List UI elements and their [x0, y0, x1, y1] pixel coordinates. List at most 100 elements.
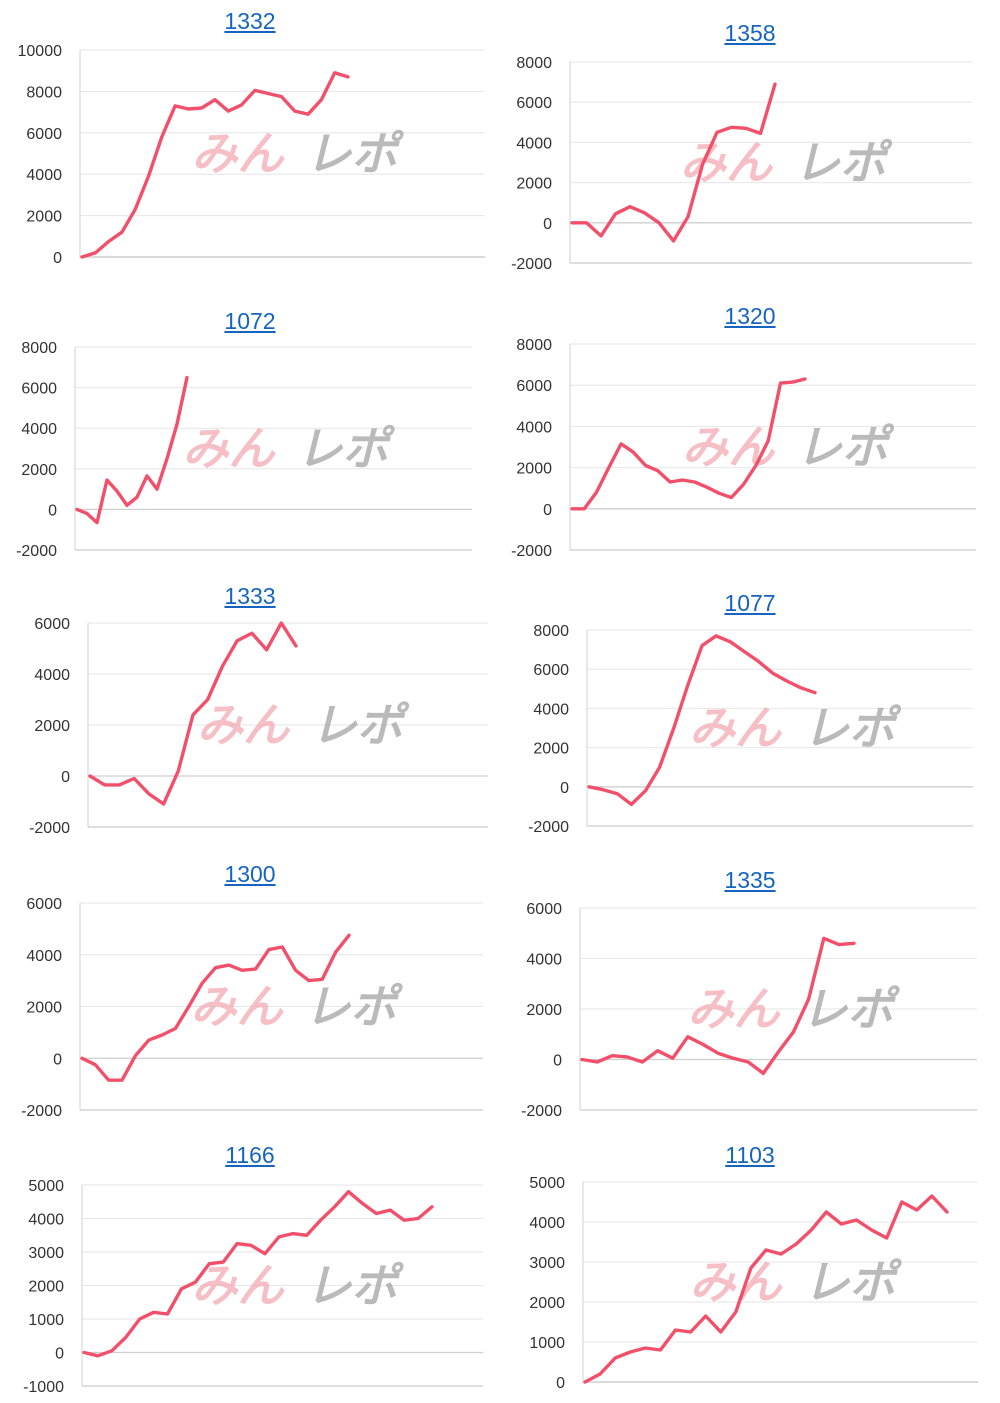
- y-tick-label: 0: [53, 1051, 62, 1068]
- y-tick-label: 1000: [28, 1312, 64, 1329]
- watermark-logo: みん: [682, 420, 776, 474]
- y-tick-label: 4000: [533, 701, 569, 718]
- line-chart: 8000 6000 4000 2000 0 -2000 みん レポ: [16, 340, 472, 560]
- series-line: [80, 933, 351, 1082]
- y-tick-label: 0: [553, 1053, 562, 1070]
- chart-panel: 1358 8000 6000 4000 2000 0 -2000 みん レポ: [500, 0, 1000, 285]
- y-tick-label: 2000: [26, 1000, 62, 1017]
- chart-panel: 1333 6000 4000 2000 0 -2000 みん レポ: [0, 578, 500, 848]
- y-tick-label: 4000: [26, 167, 62, 184]
- watermark-logo: みん: [192, 127, 286, 181]
- y-tick-label: 2000: [516, 461, 552, 478]
- y-tick-label: 2000: [533, 741, 569, 758]
- y-tick-label: 2000: [529, 1295, 565, 1312]
- watermark-logo: レポ: [311, 698, 410, 752]
- y-tick-label: 6000: [21, 381, 57, 398]
- watermark-logo: みん: [690, 1255, 784, 1309]
- chart-title-link[interactable]: 1320: [724, 303, 776, 329]
- y-tick-label: 4000: [34, 667, 70, 684]
- series-line: [75, 375, 189, 525]
- series-line: [570, 377, 807, 511]
- y-tick-label: -1000: [23, 1379, 64, 1396]
- series-line: [88, 621, 298, 806]
- line-chart: 5000 4000 3000 2000 1000 0 みん レポ: [529, 1175, 978, 1392]
- y-tick-label: 4000: [28, 1212, 64, 1229]
- y-tick-label: -2000: [511, 543, 552, 560]
- y-tick-label: 6000: [516, 95, 552, 112]
- watermark-logo: レポ: [794, 136, 893, 190]
- line-chart: 8000 6000 4000 2000 0 -2000 みん レポ: [511, 55, 972, 273]
- y-tick-label: 5000: [28, 1178, 64, 1195]
- y-tick-label: 4000: [526, 952, 562, 969]
- chart-title-link[interactable]: 1072: [224, 308, 276, 334]
- y-tick-label: 4000: [26, 948, 62, 965]
- watermark-logo: みん: [680, 136, 774, 190]
- chart-title-link[interactable]: 1166: [225, 1142, 275, 1168]
- watermark-logo: レポ: [803, 701, 902, 755]
- y-tick-label: -2000: [16, 543, 57, 560]
- chart-panel: 1077 8000 6000 4000 2000 0 -2000 みん レポ: [500, 578, 1000, 848]
- watermark-logo: みん: [688, 982, 782, 1036]
- chart-panel: 1166 5000 4000 3000 2000 1000 0 -1000 みん レポ: [0, 1140, 500, 1403]
- y-tick-label: -2000: [511, 256, 552, 273]
- y-tick-label: 4000: [21, 421, 57, 438]
- y-tick-label: 0: [560, 780, 569, 797]
- chart-title-link[interactable]: 1335: [724, 867, 776, 893]
- watermark-logo: レポ: [796, 420, 895, 474]
- y-tick-label: 8000: [26, 84, 62, 101]
- y-tick-label: 6000: [26, 896, 62, 913]
- y-tick-label: -2000: [21, 1103, 62, 1120]
- y-tick-label: 0: [543, 502, 552, 519]
- series-line: [587, 634, 817, 807]
- y-tick-label: 8000: [21, 340, 57, 357]
- line-chart: 8000 6000 4000 2000 0 -2000 みん レポ: [511, 337, 976, 560]
- watermark-logo: レポ: [802, 982, 901, 1036]
- chart-title-link[interactable]: 1077: [724, 590, 776, 616]
- y-tick-label: 0: [53, 250, 62, 267]
- y-tick-label: 10000: [18, 43, 63, 60]
- line-chart: 6000 4000 2000 0 -2000 みん レポ: [21, 896, 483, 1120]
- y-tick-label: 8000: [516, 337, 552, 354]
- y-tick-label: 4000: [516, 135, 552, 152]
- watermark-logo: レポ: [306, 1259, 405, 1313]
- chart-title-link[interactable]: 1300: [224, 861, 276, 887]
- chart-title-link[interactable]: 1332: [224, 8, 276, 34]
- y-tick-label: 6000: [516, 378, 552, 395]
- y-tick-label: 6000: [34, 616, 70, 633]
- y-tick-label: 5000: [529, 1175, 565, 1192]
- y-tick-label: 6000: [526, 901, 562, 918]
- line-chart: 6000 4000 2000 0 -2000 みん レポ: [29, 616, 488, 837]
- chart-panel: 1335 6000 4000 2000 0 -2000 みん レポ: [500, 858, 1000, 1128]
- watermark-logo: みん: [191, 980, 285, 1034]
- y-tick-label: 6000: [533, 662, 569, 679]
- chart-title-link[interactable]: 1358: [724, 20, 776, 46]
- y-tick-label: 4000: [529, 1215, 565, 1232]
- y-tick-label: 1000: [529, 1335, 565, 1352]
- y-tick-label: 0: [61, 769, 70, 786]
- y-tick-label: 3000: [28, 1245, 64, 1262]
- watermark-logo: レポ: [297, 422, 396, 476]
- series-line: [80, 71, 350, 259]
- chart-panel: 1300 6000 4000 2000 0 -2000 みん レポ: [0, 858, 500, 1128]
- series-line: [82, 1190, 434, 1358]
- y-tick-label: 2000: [26, 209, 62, 226]
- y-tick-label: 0: [543, 216, 552, 233]
- y-tick-label: -2000: [528, 819, 569, 836]
- y-tick-label: 2000: [34, 718, 70, 735]
- line-chart: 10000 8000 6000 4000 2000 0 みん レポ: [18, 43, 485, 267]
- y-tick-label: 3000: [529, 1255, 565, 1272]
- line-chart: 8000 6000 4000 2000 0 -2000 みん レポ: [528, 623, 973, 836]
- chart-title-link[interactable]: 1103: [725, 1142, 775, 1168]
- chart-panel: 1320 8000 6000 4000 2000 0 -2000 みん レポ: [500, 300, 1000, 570]
- y-tick-label: 8000: [533, 623, 569, 640]
- chart-panel: 1103 5000 4000 3000 2000 1000 0 みん レポ: [500, 1140, 1000, 1403]
- y-tick-label: 0: [556, 1375, 565, 1392]
- watermark-logo: レポ: [306, 127, 405, 181]
- watermark-logo: レポ: [305, 980, 404, 1034]
- y-tick-label: 2000: [21, 462, 57, 479]
- chart-title-link[interactable]: 1333: [224, 583, 276, 609]
- series-line: [570, 82, 777, 243]
- y-tick-label: -2000: [521, 1103, 562, 1120]
